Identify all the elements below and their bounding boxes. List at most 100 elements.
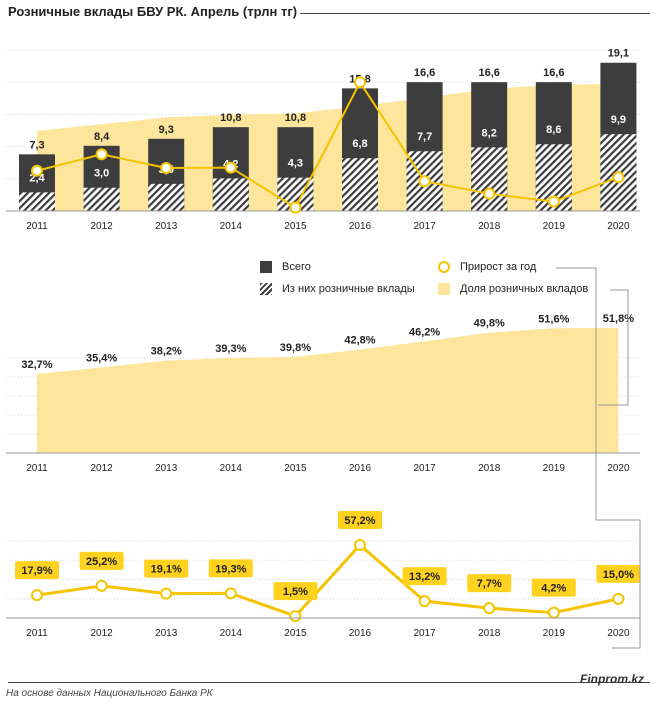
retail-value-label: 6,8 bbox=[352, 138, 367, 150]
x-tick-label-mid: 2019 bbox=[543, 463, 566, 474]
growth-value-label: 1,5% bbox=[283, 586, 308, 598]
share-value-label: 38,2% bbox=[151, 346, 182, 358]
total-value-label: 10,8 bbox=[220, 112, 241, 124]
legend-total: Всего bbox=[260, 261, 311, 273]
share-connector bbox=[598, 289, 629, 406]
x-tick-label-bot: 2015 bbox=[284, 628, 307, 639]
growth-point-top bbox=[31, 164, 43, 177]
x-tick-label-mid: 2015 bbox=[284, 463, 307, 474]
growth-label-box bbox=[402, 567, 447, 586]
growth-point bbox=[95, 579, 108, 592]
legend-retail-swatch bbox=[260, 283, 272, 295]
x-tick-label-mid: 2020 bbox=[607, 463, 630, 474]
legend-share: Доля розничных вкладов bbox=[438, 283, 588, 295]
title-rule bbox=[300, 13, 650, 14]
retail-bar-2014 bbox=[212, 178, 249, 211]
x-tick-label-top: 2018 bbox=[478, 221, 501, 232]
legend-total-label: Всего bbox=[282, 261, 311, 273]
share-value-label: 32,7% bbox=[21, 359, 52, 371]
retail-value-label: 4,3 bbox=[288, 158, 303, 170]
x-tick-label-top: 2014 bbox=[220, 221, 243, 232]
retail-bar-2012 bbox=[83, 187, 120, 211]
growth-value-label: 17,9% bbox=[21, 565, 52, 577]
growth-point-top bbox=[160, 162, 173, 175]
x-tick-label-top: 2013 bbox=[155, 221, 178, 232]
growth-value-label: 7,7% bbox=[477, 578, 502, 590]
total-value-label: 16,6 bbox=[543, 67, 564, 79]
growth-label-box bbox=[144, 559, 189, 578]
growth-line-top bbox=[36, 80, 619, 210]
share-value-label: 42,8% bbox=[344, 335, 375, 347]
growth-label-box bbox=[273, 582, 318, 601]
total-value-label: 8,4 bbox=[94, 131, 110, 143]
retail-value-label: 9,9 bbox=[611, 114, 626, 126]
legend-growth-label: Прирост за год bbox=[460, 261, 537, 273]
x-tick-label-top: 2011 bbox=[26, 221, 48, 232]
growth-point bbox=[483, 602, 496, 615]
legend-share-label: Доля розничных вкладов bbox=[460, 283, 589, 295]
x-tick-label-bot: 2016 bbox=[349, 628, 372, 639]
growth-point-top bbox=[547, 195, 560, 208]
growth-point bbox=[289, 610, 302, 623]
brand-label: Finprom.kz bbox=[580, 672, 645, 686]
x-tick-label-top: 2019 bbox=[543, 221, 566, 232]
x-tick-label-bot: 2019 bbox=[543, 628, 566, 639]
growth-point bbox=[547, 606, 560, 619]
legend-growth-swatch bbox=[438, 261, 450, 273]
x-tick-label-mid: 2018 bbox=[478, 463, 501, 474]
growth-point-top bbox=[354, 76, 366, 89]
x-tick-label-mid: 2014 bbox=[220, 463, 243, 474]
growth-point bbox=[31, 589, 43, 602]
growth-value-label: 19,3% bbox=[215, 563, 246, 575]
x-tick-label-mid: 2012 bbox=[90, 463, 113, 474]
x-tick-label-bot: 2020 bbox=[607, 628, 630, 639]
share-value-label: 51,8% bbox=[603, 313, 634, 325]
total-value-label: 16,6 bbox=[414, 67, 435, 79]
growth-label-box bbox=[596, 564, 641, 583]
total-value-label: 19,1 bbox=[608, 48, 629, 60]
growth-label-box bbox=[338, 511, 382, 529]
x-tick-label-bot: 2017 bbox=[413, 628, 436, 639]
retail-bar-2013 bbox=[148, 183, 185, 211]
growth-point-top bbox=[95, 148, 108, 161]
chart-title: Розничные вклады БВУ РК. Апрель (трлн тг… bbox=[8, 4, 298, 19]
growth-label-box bbox=[208, 559, 253, 578]
growth-point bbox=[612, 592, 625, 605]
growth-point-top bbox=[612, 171, 625, 184]
growth-line bbox=[36, 542, 619, 618]
share-area-background bbox=[37, 84, 619, 211]
x-tick-label-bot: 2011 bbox=[26, 628, 48, 639]
growth-label-box bbox=[531, 578, 576, 597]
source-note: На основе данных Национального Банка РК bbox=[6, 688, 213, 699]
legend-total-swatch bbox=[260, 261, 272, 273]
x-tick-label-bot: 2012 bbox=[90, 628, 113, 639]
x-tick-label-top: 2017 bbox=[413, 221, 436, 232]
growth-point bbox=[224, 587, 237, 600]
retail-value-label: 8,6 bbox=[546, 124, 561, 136]
legend-retail: Из них розничные вклады bbox=[260, 283, 415, 295]
x-tick-label-mid: 2017 bbox=[413, 463, 436, 474]
growth-value-label: 25,2% bbox=[86, 556, 117, 568]
total-value-label: 10,8 bbox=[285, 112, 306, 124]
growth-point bbox=[354, 539, 366, 551]
footer-rule bbox=[8, 682, 650, 683]
share-value-label: 35,4% bbox=[86, 352, 117, 364]
growth-point-top bbox=[289, 201, 302, 214]
growth-label-box bbox=[79, 551, 124, 570]
retail-value-label: 3,0 bbox=[94, 168, 109, 180]
x-tick-label-bot: 2018 bbox=[478, 628, 501, 639]
growth-label-box bbox=[467, 574, 512, 593]
share-value-label: 46,2% bbox=[409, 326, 440, 338]
retail-value-label: 8,2 bbox=[482, 127, 497, 139]
x-tick-label-top: 2020 bbox=[607, 221, 630, 232]
total-value-label: 16,6 bbox=[478, 67, 499, 79]
growth-label-box bbox=[15, 561, 59, 580]
growth-connector bbox=[556, 267, 641, 649]
growth-value-label: 4,2% bbox=[541, 583, 566, 595]
legend-retail-label: Из них розничные вклады bbox=[282, 283, 415, 295]
share-area bbox=[37, 327, 619, 453]
retail-value-label: 7,7 bbox=[417, 131, 432, 143]
x-tick-label-mid: 2016 bbox=[349, 463, 372, 474]
growth-value-label: 57,2% bbox=[344, 515, 375, 527]
